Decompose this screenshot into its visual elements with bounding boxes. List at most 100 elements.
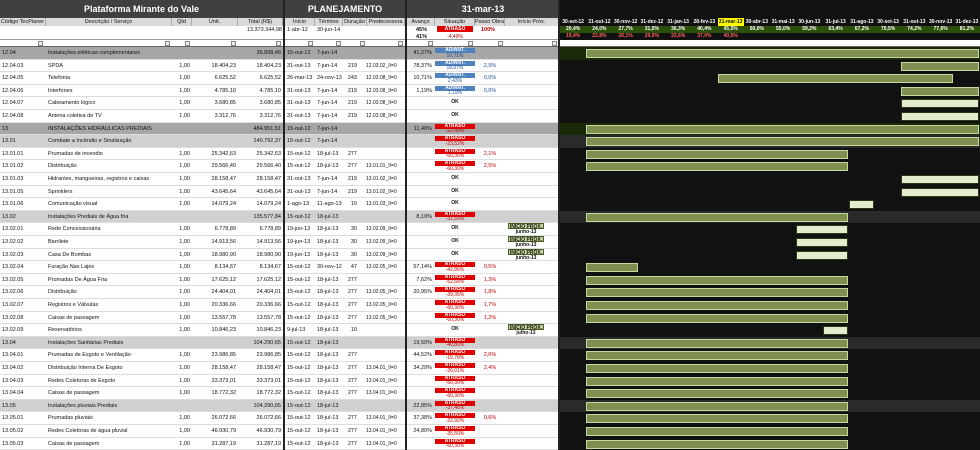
filter-dropdown-icon[interactable] xyxy=(336,41,341,46)
timeline-month-7: 30-abr-13 xyxy=(745,19,768,25)
gantt-bar[interactable] xyxy=(586,288,848,298)
col-header-qtd[interactable]: Qtd xyxy=(172,18,192,26)
gantt-bar[interactable] xyxy=(901,86,979,96)
table-row[interactable]: 13.02.05 Prumadas De Água Fria 1,00 17.625,… xyxy=(0,273,980,287)
table-row[interactable]: 13.05 Instalações pluviais Prediais 104.29… xyxy=(0,399,980,413)
filter-dropdown-icon[interactable] xyxy=(398,41,403,46)
table-row[interactable]: 13 INSTALAÇÕES HIDRÁULICAS PREDIAIS 484.95… xyxy=(0,122,980,136)
table-row[interactable]: 13.02.06 Distribuição 1,00 24.404,01 24.404,… xyxy=(0,286,980,299)
gantt-bar[interactable] xyxy=(586,137,979,147)
row-progress: 22,85% xyxy=(413,402,432,409)
row-start: 19-jun-13 xyxy=(287,239,311,245)
table-row[interactable]: 12.04.07 Cabeamento lógico 1,00 3.680,85 3.6… xyxy=(0,97,980,110)
row-unit xyxy=(192,123,236,136)
table-row[interactable]: 13.01.02 Distribuição 1,00 29.566,40 29.566,… xyxy=(0,160,980,173)
table-row[interactable]: 13.04.04 Caixas de passagem 1,00 18.772,32 1… xyxy=(0,387,980,400)
filter-dropdown-icon[interactable] xyxy=(276,41,281,46)
table-row[interactable]: 12.04.08 Antena coletiva de TV 1,00 3.312,7… xyxy=(0,110,980,123)
gantt-bar[interactable] xyxy=(586,439,848,449)
table-row[interactable]: 13.05.03 Caixas de passagem 1,00 31.287,19 3… xyxy=(0,437,980,450)
gantt-bar[interactable] xyxy=(822,326,848,336)
col-header-code[interactable]: Código TecPlaner xyxy=(0,18,46,26)
filter-dropdown-icon[interactable] xyxy=(428,41,433,46)
table-row[interactable]: 13.02 Instalações Prediais de Água fria 13… xyxy=(0,210,980,224)
col-header-step[interactable]: Passo Obra xyxy=(475,18,505,26)
col-header-dur[interactable]: Duração xyxy=(343,18,367,26)
table-row[interactable]: 13.04.03 Redes Coletoras de Esgoto 1,00 33.… xyxy=(0,374,980,388)
gantt-bar[interactable] xyxy=(796,225,848,235)
table-row[interactable]: 13.04 Instalações Sanitárias Prediais 104.… xyxy=(0,336,980,350)
col-header-unit[interactable]: Unit. xyxy=(192,18,238,26)
gantt-bar[interactable] xyxy=(586,427,848,436)
gantt-bar[interactable] xyxy=(901,61,979,71)
gantt-bar[interactable] xyxy=(717,74,953,84)
table-row[interactable]: 13.02.01 Rede Concessionária 1,00 6.778,89 6… xyxy=(0,223,980,236)
gantt-bar[interactable] xyxy=(901,175,979,184)
gantt-bar[interactable] xyxy=(586,389,848,399)
filter-dropdown-icon[interactable] xyxy=(185,41,190,46)
table-row[interactable]: 13.05.01 Prumadas pluviais 1,00 26.072,66 26… xyxy=(0,412,980,425)
table-row[interactable]: 13.04.02 Distribuição Interna De Esgoto 1,… xyxy=(0,362,980,375)
gantt-bar[interactable] xyxy=(586,124,979,134)
row-unit: 3.312,76 xyxy=(214,113,236,119)
table-row[interactable]: 13.02.08 Caixas de passagem 1,00 13.557,78 1… xyxy=(0,311,980,325)
gantt-bar[interactable] xyxy=(796,250,848,260)
filter-dropdown-icon[interactable] xyxy=(231,41,236,46)
col-header-start[interactable]: Início xyxy=(285,18,315,26)
table-row[interactable]: 13.05.02 Redes Coletoras de água pluvial 1… xyxy=(0,425,980,438)
gantt-bar[interactable] xyxy=(848,200,874,210)
gantt-bar[interactable] xyxy=(586,401,848,411)
filter-dropdown-icon[interactable] xyxy=(38,41,43,46)
table-row[interactable]: 13.02.07 Registros e Válvulas 1,00 20.336,6… xyxy=(0,299,980,312)
col-header-pred[interactable]: Predecessora xyxy=(367,18,405,26)
table-row[interactable]: 13.04.01 Prumadas de Esgoto e Ventilação 1… xyxy=(0,349,980,362)
gantt-bar[interactable] xyxy=(586,162,848,172)
table-row[interactable]: 12.04.03 SPDA 1,00 18.404,23 18.404,23 31-out… xyxy=(0,59,980,73)
filter-dropdown-icon[interactable] xyxy=(498,41,503,46)
gantt-bar[interactable] xyxy=(586,351,848,361)
filter-dropdown-icon[interactable] xyxy=(552,41,557,46)
col-header-desc[interactable]: Descrição / Serviço xyxy=(46,18,172,26)
gantt-bar[interactable] xyxy=(586,338,848,348)
filter-dropdown-icon[interactable] xyxy=(468,41,473,46)
table-row[interactable]: 13.01.01 Prumadas de incendio 1,00 25.342,6… xyxy=(0,147,980,161)
row-code: 13.04 xyxy=(2,339,16,346)
gantt-bar[interactable] xyxy=(586,49,979,58)
gantt-bar[interactable] xyxy=(796,238,848,247)
col-header-situation[interactable]: Situação xyxy=(435,18,475,26)
gantt-bar[interactable] xyxy=(586,301,848,310)
gantt-bar[interactable] xyxy=(586,313,848,323)
table-row[interactable]: 13.01 Combate a Incêndio e Sinalização 140… xyxy=(0,135,980,148)
gantt-bar[interactable] xyxy=(586,376,848,386)
col-header-next-start[interactable]: Início Próx. xyxy=(505,18,559,26)
table-row[interactable]: 13.01.03 Hidrantes, mangueiras, registros… xyxy=(0,173,980,186)
row-end: 18-jul-13 xyxy=(317,327,339,334)
timeline-actual-4: 33,6% xyxy=(671,33,686,39)
gantt-bar[interactable] xyxy=(901,187,979,197)
gantt-bar[interactable] xyxy=(901,99,979,109)
gantt-bar[interactable] xyxy=(586,275,848,285)
col-header-progress[interactable]: Avanço xyxy=(407,18,435,26)
table-row[interactable]: 13.02.09 Reservatórios 1,00 10.846,23 10.846… xyxy=(0,324,980,337)
gantt-bar[interactable] xyxy=(586,364,848,373)
gantt-bar[interactable] xyxy=(901,112,979,121)
table-row[interactable]: 13.02.04 Furação Nas Lajes 1,00 8.134,67 8.1… xyxy=(0,261,980,274)
filter-dropdown-icon[interactable] xyxy=(360,41,365,46)
gantt-bar[interactable] xyxy=(586,149,848,159)
col-header-end[interactable]: Término xyxy=(315,18,343,26)
col-header-total[interactable]: Total (R$) xyxy=(238,18,283,26)
table-row[interactable]: 12.04.06 Interfones 1,00 4.785,10 4.785,10 31… xyxy=(0,84,980,98)
filter-dropdown-icon[interactable] xyxy=(165,41,170,46)
filter-dropdown-icon[interactable] xyxy=(308,41,313,46)
table-row[interactable]: 12.04.05 Telefonia 1,00 6.625,52 6.625,52 26-… xyxy=(0,72,980,85)
table-row[interactable]: 13.01.05 Sprinklers 1,00 43.645,64 43.645,64… xyxy=(0,185,980,199)
table-row[interactable]: 13.02.02 Barrilete 1,00 14.913,56 14.913,56 1… xyxy=(0,236,980,249)
row-code: 13.02.08 xyxy=(2,314,24,321)
table-row[interactable]: 12.04 Instalações elétricas complementare… xyxy=(0,47,980,60)
row-desc: Sprinklers xyxy=(48,188,73,195)
table-row[interactable]: 13.01.06 Comunicação visual 1,00 14.079,24 1… xyxy=(0,198,980,211)
gantt-bar[interactable] xyxy=(586,414,848,424)
table-row[interactable]: 13.02.03 Casa De Bombas 1,00 18.980,90 18.98… xyxy=(0,248,980,262)
gantt-bar[interactable] xyxy=(586,263,638,273)
gantt-bar[interactable] xyxy=(586,212,848,222)
